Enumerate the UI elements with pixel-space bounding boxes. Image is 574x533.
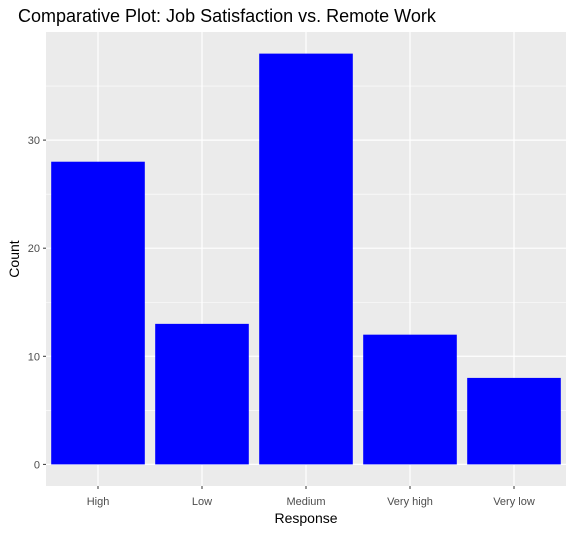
y-tick-label: 20 (28, 243, 40, 255)
x-tick-label: Low (192, 496, 212, 508)
bar-high (51, 161, 145, 465)
x-axis: High Low Medium Very high Very low (87, 486, 535, 508)
y-tick-label: 30 (28, 135, 40, 147)
y-axis-title: Count (6, 240, 22, 277)
x-tick-label: High (87, 496, 110, 508)
bar-low (155, 323, 249, 465)
y-axis: 0 10 20 30 (28, 135, 46, 471)
bars (51, 53, 561, 465)
x-tick-label: Very low (493, 496, 535, 508)
y-tick-label: 0 (34, 459, 40, 471)
bar-very-low (467, 377, 561, 465)
x-axis-title: Response (274, 510, 337, 526)
y-tick-label: 10 (28, 351, 40, 363)
x-tick-label: Medium (286, 496, 325, 508)
x-tick-label: Very high (387, 496, 433, 508)
bar-very-high (363, 334, 457, 465)
bar-medium (259, 53, 353, 465)
chart-title: Comparative Plot: Job Satisfaction vs. R… (18, 6, 436, 26)
